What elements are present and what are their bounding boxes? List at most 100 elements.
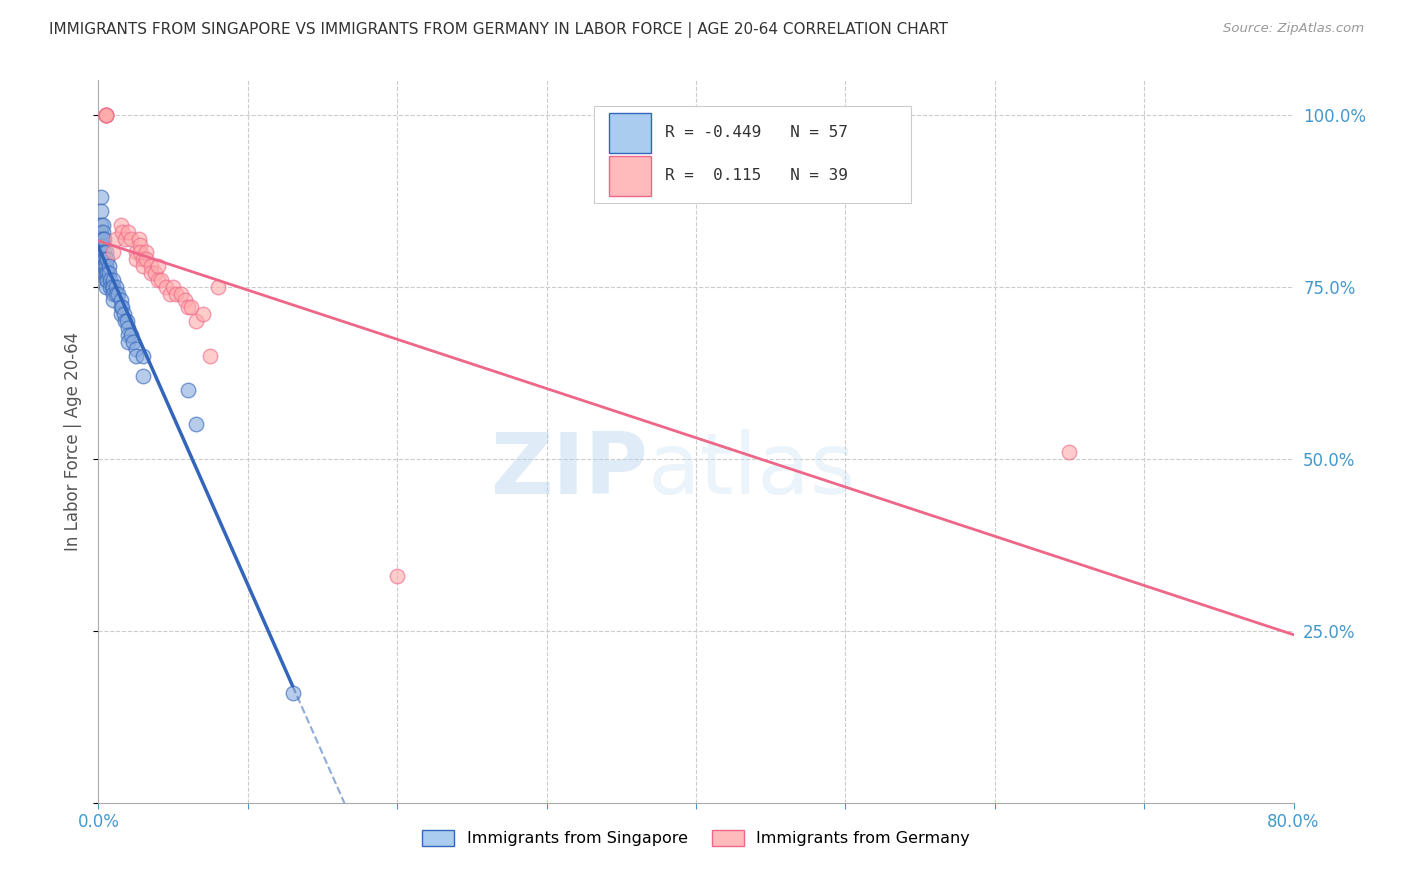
Point bbox=[132, 349, 155, 363]
Point bbox=[94, 266, 117, 280]
Point bbox=[91, 245, 114, 260]
Point bbox=[125, 342, 148, 356]
Point bbox=[93, 245, 115, 260]
FancyBboxPatch shape bbox=[609, 113, 651, 153]
Point bbox=[148, 273, 170, 287]
Point bbox=[132, 252, 155, 267]
Point bbox=[96, 252, 118, 267]
Point bbox=[105, 279, 128, 293]
Point bbox=[162, 279, 184, 293]
Text: IMMIGRANTS FROM SINGAPORE VS IMMIGRANTS FROM GERMANY IN LABOR FORCE | AGE 20-64 : IMMIGRANTS FROM SINGAPORE VS IMMIGRANTS … bbox=[49, 22, 948, 38]
Point bbox=[129, 238, 152, 252]
Point bbox=[90, 231, 112, 245]
Point bbox=[114, 231, 136, 245]
Point bbox=[96, 273, 118, 287]
Point bbox=[94, 108, 117, 122]
Point bbox=[101, 279, 124, 293]
Point bbox=[96, 266, 118, 280]
Point bbox=[184, 417, 207, 432]
Point bbox=[93, 259, 115, 273]
Point bbox=[94, 108, 117, 122]
Point bbox=[93, 266, 115, 280]
Point bbox=[385, 568, 409, 582]
FancyBboxPatch shape bbox=[609, 156, 651, 195]
Point bbox=[148, 259, 170, 273]
Point bbox=[117, 327, 139, 342]
Point bbox=[129, 245, 152, 260]
Point bbox=[93, 252, 115, 267]
Point bbox=[135, 252, 157, 267]
Point bbox=[121, 334, 143, 349]
Point bbox=[110, 307, 132, 321]
Point bbox=[103, 273, 125, 287]
Point bbox=[165, 286, 187, 301]
Point bbox=[90, 190, 112, 204]
FancyBboxPatch shape bbox=[595, 105, 911, 203]
Point bbox=[150, 273, 173, 287]
Point bbox=[103, 293, 125, 308]
Point bbox=[112, 307, 135, 321]
Point bbox=[111, 225, 134, 239]
Point bbox=[139, 266, 162, 280]
Point bbox=[139, 259, 162, 273]
Point bbox=[90, 204, 112, 219]
Point bbox=[184, 314, 207, 328]
Point bbox=[174, 293, 197, 308]
Point bbox=[125, 245, 148, 260]
Point bbox=[103, 245, 125, 260]
Point bbox=[93, 231, 115, 245]
Point bbox=[169, 286, 191, 301]
Point bbox=[103, 279, 125, 293]
Point bbox=[177, 301, 200, 315]
Point bbox=[105, 231, 128, 245]
Point bbox=[91, 259, 114, 273]
Point bbox=[98, 279, 122, 293]
Point bbox=[94, 245, 117, 260]
Point bbox=[110, 218, 132, 232]
Point bbox=[94, 108, 117, 122]
Point bbox=[90, 218, 112, 232]
Point bbox=[97, 259, 120, 273]
Point bbox=[200, 349, 222, 363]
Point bbox=[125, 252, 148, 267]
Point bbox=[107, 286, 129, 301]
Point bbox=[91, 252, 114, 267]
Point bbox=[191, 307, 214, 321]
Text: R = -0.449   N = 57: R = -0.449 N = 57 bbox=[665, 126, 848, 140]
Point bbox=[180, 301, 202, 315]
Point bbox=[128, 231, 150, 245]
Point bbox=[143, 266, 166, 280]
Point bbox=[132, 369, 155, 384]
Text: Source: ZipAtlas.com: Source: ZipAtlas.com bbox=[1223, 22, 1364, 36]
Point bbox=[94, 273, 117, 287]
Text: ZIP: ZIP bbox=[491, 429, 648, 512]
Point bbox=[103, 286, 125, 301]
Point bbox=[120, 231, 142, 245]
Point bbox=[110, 293, 132, 308]
Point bbox=[117, 225, 139, 239]
Point bbox=[135, 245, 157, 260]
Point bbox=[159, 286, 181, 301]
Point bbox=[105, 286, 128, 301]
Point bbox=[115, 314, 138, 328]
Legend: Immigrants from Singapore, Immigrants from Germany: Immigrants from Singapore, Immigrants fr… bbox=[416, 823, 976, 853]
Point bbox=[91, 225, 114, 239]
Point bbox=[94, 108, 117, 122]
Point bbox=[132, 259, 155, 273]
Point bbox=[120, 327, 142, 342]
Point bbox=[1059, 445, 1081, 459]
Point bbox=[117, 334, 139, 349]
Y-axis label: In Labor Force | Age 20-64: In Labor Force | Age 20-64 bbox=[65, 332, 83, 551]
Point bbox=[94, 252, 117, 267]
Point bbox=[125, 349, 148, 363]
Point bbox=[207, 279, 229, 293]
Point bbox=[155, 279, 177, 293]
Point bbox=[97, 266, 120, 280]
Point bbox=[91, 218, 114, 232]
Point bbox=[90, 238, 112, 252]
Point bbox=[111, 301, 134, 315]
Point bbox=[91, 231, 114, 245]
Point bbox=[98, 273, 122, 287]
Point bbox=[114, 314, 136, 328]
Point bbox=[90, 225, 112, 239]
